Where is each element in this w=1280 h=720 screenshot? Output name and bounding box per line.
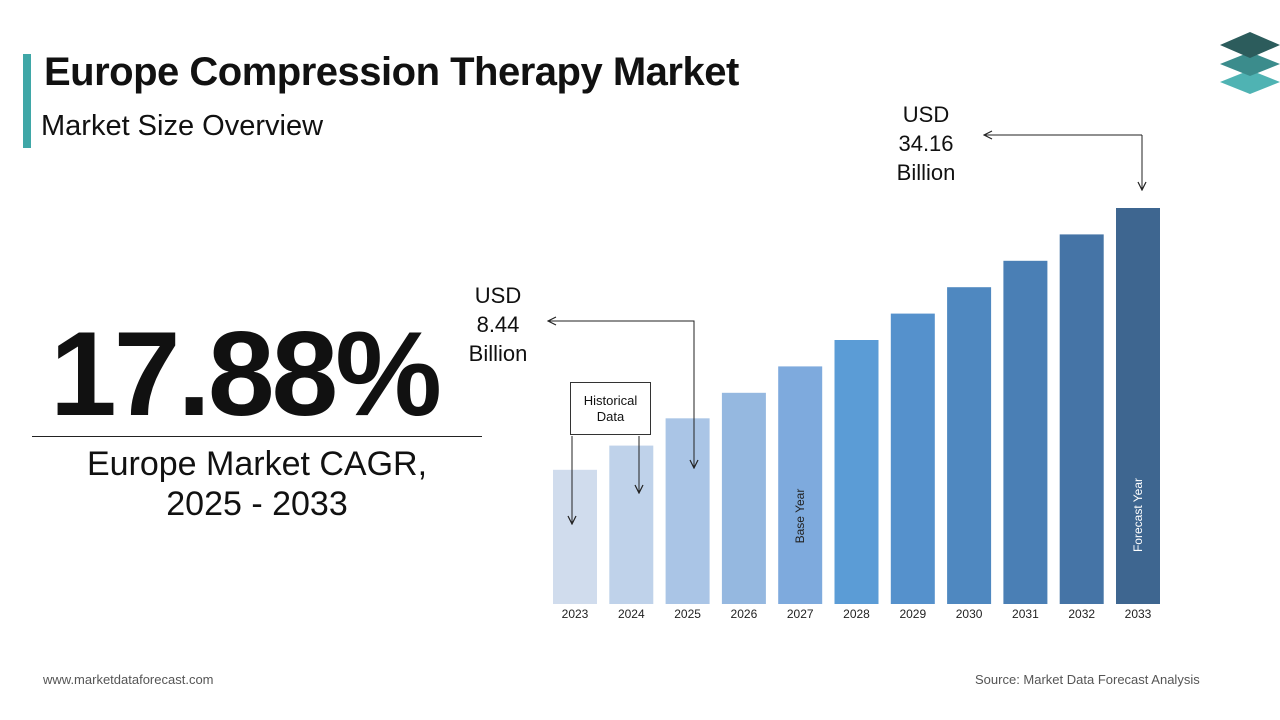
- x-tick-label-2029: 2029: [899, 607, 926, 621]
- cagr-value: 17.88%: [50, 307, 442, 441]
- start-callout-line3: Billion: [468, 341, 528, 366]
- x-tick-label-2028: 2028: [843, 607, 870, 621]
- bar-2031: [1003, 260, 1048, 604]
- bar-2030: [947, 287, 992, 604]
- x-tick-label-2024: 2024: [618, 607, 645, 621]
- cagr-label: Europe Market CAGR, 2025 - 2033: [32, 444, 482, 524]
- footer-source: Source: Market Data Forecast Analysis: [975, 672, 1200, 687]
- historical-data-box: Historical Data: [570, 382, 651, 435]
- bar-2029: [890, 313, 935, 604]
- x-tick-label-2025: 2025: [674, 607, 701, 621]
- start-callout-line1: USD: [474, 283, 522, 308]
- historical-box-line1: Historical: [583, 392, 638, 408]
- bar-2025: [665, 418, 710, 604]
- x-tick-label-2023: 2023: [562, 607, 589, 621]
- x-tick-label-2031: 2031: [1012, 607, 1039, 621]
- start-value-callout: USD 8.44 Billion: [460, 281, 536, 368]
- bar-2026: [721, 392, 766, 604]
- bar-annotation-2027: Base Year: [793, 489, 807, 544]
- x-tick-label-2032: 2032: [1068, 607, 1095, 621]
- historical-box-line2: Data: [596, 408, 625, 424]
- callout-arrows: [548, 135, 1142, 524]
- end-callout-line1: USD: [902, 102, 950, 127]
- title-accent-bar: [23, 54, 31, 148]
- bar-2033: [1116, 208, 1160, 604]
- x-tick-label-2026: 2026: [731, 607, 758, 621]
- page-subtitle: Market Size Overview: [41, 110, 324, 142]
- bar-2028: [834, 340, 879, 604]
- cagr-label-line1: Europe Market CAGR,: [86, 445, 428, 483]
- bar-annotation-2033: Forecast Year: [1131, 478, 1145, 552]
- x-tick-label-2030: 2030: [956, 607, 983, 621]
- page-title: Europe Compression Therapy Market: [44, 50, 739, 94]
- brand-logo-icon: [1220, 32, 1280, 94]
- end-callout-line2: 34.16: [898, 131, 954, 156]
- end-callout-line3: Billion: [896, 160, 956, 185]
- x-tick-label-2027: 2027: [787, 607, 814, 621]
- start-callout-line2: 8.44: [476, 312, 520, 337]
- cagr-divider: [32, 436, 482, 437]
- bar-2027: [778, 366, 823, 604]
- cagr-label-line2: 2025 - 2033: [166, 485, 348, 523]
- bar-2023: [553, 469, 597, 604]
- footer-website-link[interactable]: www.marketdataforecast.com: [43, 672, 214, 687]
- end-value-callout: USD 34.16 Billion: [886, 100, 966, 187]
- bar-2024: [609, 445, 654, 604]
- x-tick-label-2033: 2033: [1125, 607, 1152, 621]
- bar-2032: [1059, 234, 1104, 604]
